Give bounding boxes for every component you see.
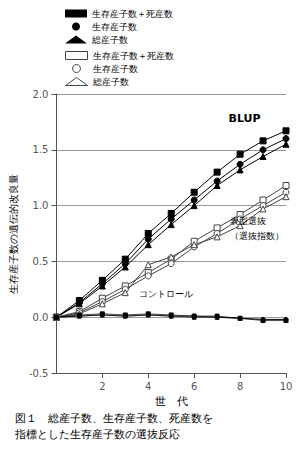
svg-text:4: 4 — [145, 381, 151, 392]
svg-text:表型選抜: 表型選抜 — [230, 216, 266, 226]
svg-text:-0.5: -0.5 — [29, 368, 49, 379]
svg-text:1.5: 1.5 — [33, 144, 49, 155]
svg-text:生存産子数＋死産数: 生存産子数＋死産数 — [93, 51, 174, 61]
svg-text:生存産子数＋死産数: 生存産子数＋死産数 — [92, 9, 173, 19]
svg-text:生存産子数: 生存産子数 — [92, 22, 137, 32]
svg-text:指標とした生存産子数の選抜反応: 指標とした生存産子数の選抜反応 — [14, 428, 180, 441]
svg-text:0.0: 0.0 — [33, 312, 49, 323]
svg-text:総産子数: 総産子数 — [91, 35, 128, 45]
svg-text:8: 8 — [237, 381, 243, 392]
svg-text:生存産子数: 生存産子数 — [93, 64, 138, 74]
svg-text:6: 6 — [191, 381, 197, 392]
svg-text:10: 10 — [280, 381, 293, 392]
svg-text:（選抜指数）: （選抜指数） — [230, 231, 284, 241]
svg-text:0.5: 0.5 — [33, 256, 49, 267]
svg-text:2: 2 — [99, 381, 105, 392]
svg-text:2.0: 2.0 — [33, 89, 49, 100]
svg-text:図１ 総産子数、生存産子数、死産数を: 図１ 総産子数、生存産子数、死産数を — [15, 412, 213, 425]
svg-text:1.0: 1.0 — [33, 200, 49, 211]
svg-text:BLUP: BLUP — [229, 112, 261, 125]
svg-text:コントロール: コントロール — [139, 289, 193, 299]
svg-text:世 代: 世 代 — [155, 395, 188, 408]
svg-text:総産子数: 総産子数 — [92, 77, 129, 87]
svg-text:生存産子数の遺伝的改良量: 生存産子数の遺伝的改良量 — [8, 174, 19, 294]
